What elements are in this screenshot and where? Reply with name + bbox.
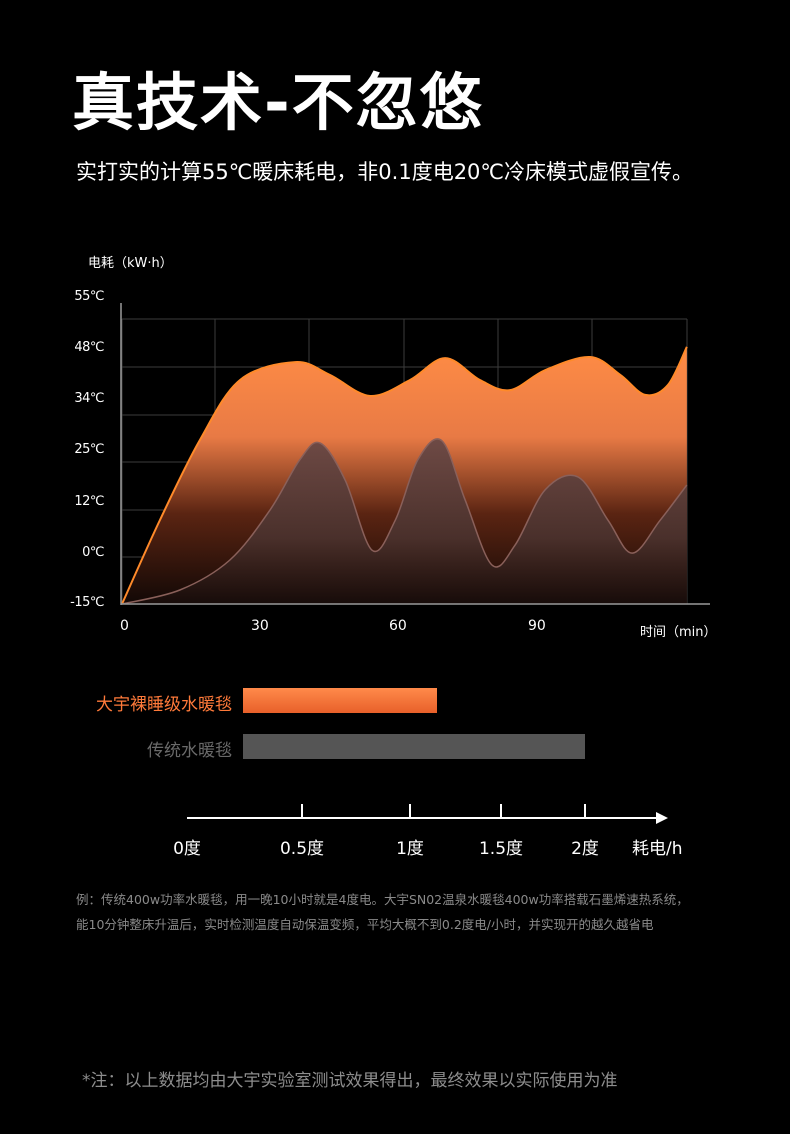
y-tick-label: 25℃ <box>74 442 104 457</box>
bar-traditional <box>243 734 585 759</box>
page-title: 真技术-不忽悠 <box>72 66 484 139</box>
note-line-2: 能10分钟整床升温后，实时检测温度自动保温变频，平均大概不到0.2度电/小时，并… <box>76 917 654 932</box>
y-tick-label: 0℃ <box>82 545 104 560</box>
bar-axis-label: 耗电/h <box>632 839 683 859</box>
x-tick-label: 60 <box>389 618 407 634</box>
note-line-1: 例：传统400w功率水暖毯，用一晚10小时就是4度电。大宇SN02温泉水暖毯40… <box>76 892 689 907</box>
x-axis-label: 时间（min） <box>640 625 717 640</box>
bar-tick-label: 1度 <box>396 839 424 859</box>
y-tick-label: 55℃ <box>74 289 104 304</box>
bar-dayu <box>243 688 438 713</box>
bar-tick-label: 1.5度 <box>478 839 524 859</box>
footnote: *注：以上数据均由大宇实验室测试效果得出，最终效果以实际使用为准 <box>82 1071 618 1091</box>
bar-label-traditional: 传统水暖毯 <box>147 741 232 761</box>
area-traditional <box>122 438 687 604</box>
arrow-right-icon <box>656 812 668 824</box>
bar-tick-label: 2度 <box>571 839 599 859</box>
x-tick-label: 0 <box>120 618 129 634</box>
bar-tick-label: 0度 <box>173 839 201 859</box>
y-tick-label: 48℃ <box>74 340 104 355</box>
x-tick-label: 90 <box>528 618 546 634</box>
y-tick-label: 34℃ <box>74 391 104 406</box>
y-tick-label: -15℃ <box>70 595 104 610</box>
line-traditional <box>121 438 688 605</box>
y-tick-label: 12℃ <box>74 494 104 509</box>
area-chart <box>120 303 710 605</box>
page-subtitle: 实打实的计算55℃暖床耗电，非0.1度电20℃冷床模式虚假宣传。 <box>76 160 694 184</box>
x-tick-label: 30 <box>251 618 269 634</box>
y-axis-label: 电耗（kW·h） <box>88 256 173 271</box>
line-dayu <box>121 346 688 605</box>
bar-label-dayu: 大宇裸睡级水暖毯 <box>96 695 232 715</box>
bar-tick-label: 0.5度 <box>279 839 325 859</box>
